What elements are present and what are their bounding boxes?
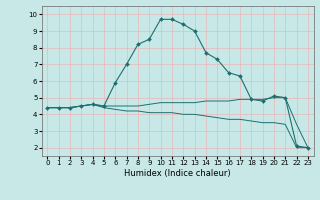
X-axis label: Humidex (Indice chaleur): Humidex (Indice chaleur) <box>124 169 231 178</box>
